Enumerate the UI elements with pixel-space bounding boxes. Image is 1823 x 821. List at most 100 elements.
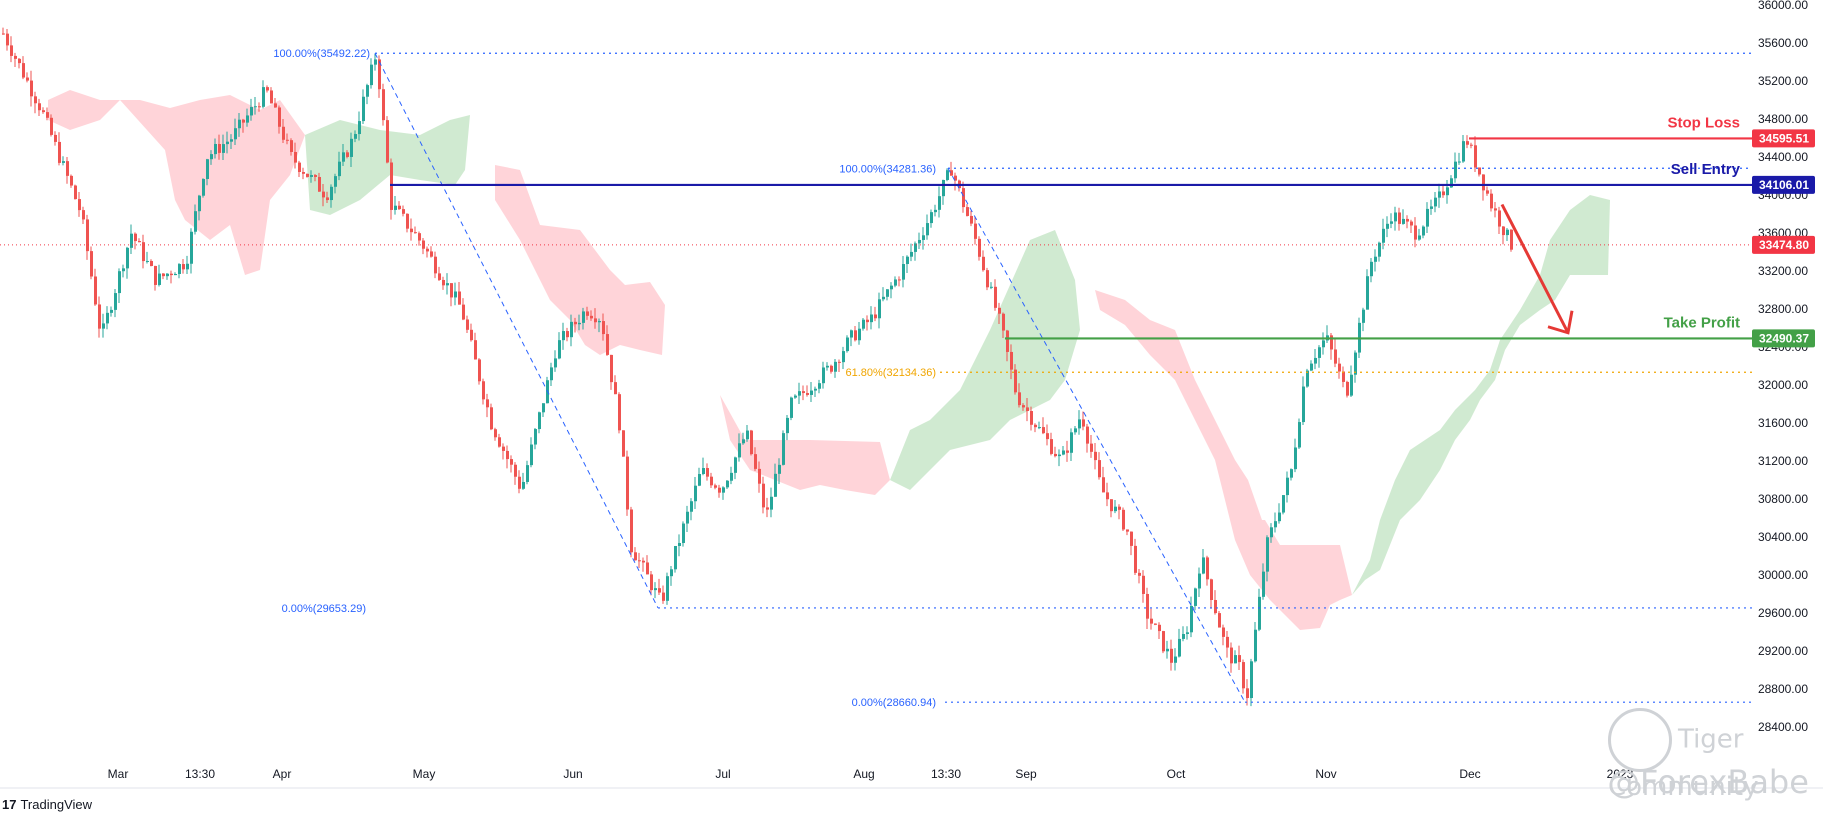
candle-body: [166, 273, 169, 277]
y-tick-label: 30400.00: [1758, 530, 1808, 544]
candle-body: [246, 115, 249, 123]
candle-body: [646, 562, 649, 575]
x-tick-label: Dec: [1459, 767, 1480, 781]
candle-body: [826, 365, 829, 368]
candle-body: [518, 476, 521, 489]
candle-body: [806, 393, 809, 395]
candle-body: [434, 256, 437, 274]
candle-body: [258, 106, 261, 108]
candle-body: [1406, 218, 1409, 222]
candle-body: [290, 140, 293, 152]
candle-body: [658, 588, 661, 593]
candle-body: [54, 134, 57, 142]
y-tick-label: 28800.00: [1758, 682, 1808, 696]
tradingview-mark-icon: 17: [2, 797, 17, 812]
candle-body: [298, 162, 301, 172]
fib-trend-line: [374, 53, 659, 609]
candle-body: [454, 291, 457, 298]
candle-body: [1410, 221, 1413, 226]
candle-body: [274, 103, 277, 108]
candle-body: [146, 260, 149, 262]
candle-body: [498, 437, 501, 447]
candle-body: [342, 152, 345, 162]
candle-body: [378, 59, 381, 90]
candle-body: [58, 141, 61, 163]
candle-body: [1210, 579, 1213, 600]
candle-body: [1122, 509, 1125, 530]
candle-body: [550, 367, 553, 381]
candle-body: [1094, 451, 1097, 461]
community-watermark: Tiger Community: [1608, 708, 1823, 802]
candle-body: [1502, 226, 1505, 236]
candle-body: [978, 238, 981, 257]
candle-body: [538, 412, 541, 430]
candle-body: [142, 242, 145, 262]
candle-body: [914, 243, 917, 252]
candle-body: [674, 545, 677, 570]
candle-body: [618, 394, 621, 431]
candle-body: [182, 264, 185, 270]
tradingview-logo[interactable]: 17 TradingView: [2, 797, 92, 812]
x-tick-label: May: [413, 767, 436, 781]
candle-body: [1050, 439, 1053, 454]
candle-body: [842, 351, 845, 363]
candle-body: [974, 223, 977, 239]
candle-body: [130, 233, 133, 248]
candle-body: [134, 233, 137, 242]
y-tick-label: 32800.00: [1758, 302, 1808, 316]
candle-body: [630, 509, 633, 553]
candle-body: [998, 307, 1001, 314]
fib-level-label: 100.00%(34281.36): [839, 163, 936, 175]
candle-body: [354, 134, 357, 139]
candle-body: [798, 391, 801, 396]
candle-body: [1378, 242, 1381, 257]
candle-body: [1110, 499, 1113, 512]
candle-body: [786, 417, 789, 434]
candle-body: [1074, 428, 1077, 433]
candle-body: [1434, 197, 1437, 207]
candle-body: [1466, 141, 1469, 145]
y-tick-label: 29200.00: [1758, 644, 1808, 658]
candle-body: [1242, 662, 1245, 689]
candle-body: [1222, 627, 1225, 637]
candle-body: [266, 87, 269, 91]
candle-body: [986, 270, 989, 288]
candle-body: [398, 205, 401, 210]
candle-body: [18, 58, 21, 64]
candle-body: [1142, 575, 1145, 594]
candle-body: [802, 391, 805, 394]
candle-body: [1450, 178, 1453, 188]
x-tick-label: Oct: [1167, 767, 1186, 781]
fib-trend-line: [947, 168, 1246, 703]
candle-body: [1382, 228, 1385, 243]
candle-body: [174, 273, 177, 276]
candle-body: [1194, 588, 1197, 606]
candle-body: [458, 291, 461, 305]
candle-body: [1030, 411, 1033, 425]
candle-body: [1198, 573, 1201, 589]
candle-body: [1022, 405, 1025, 408]
candle-body: [202, 179, 205, 196]
candle-body: [1394, 212, 1397, 222]
candle-body: [970, 215, 973, 224]
candle-body: [1350, 374, 1353, 396]
candle-body: [22, 63, 25, 78]
candle-body: [746, 430, 749, 440]
candle-body: [1054, 453, 1057, 457]
candle-body: [510, 459, 513, 465]
candle-body: [178, 264, 181, 274]
candle-body: [214, 143, 217, 155]
candle-body: [818, 383, 821, 389]
candle-body: [1190, 605, 1193, 633]
candle-body: [1002, 313, 1005, 331]
candle-body: [570, 321, 573, 338]
candle-body: [210, 154, 213, 160]
bear-cloud: [1095, 290, 1352, 630]
candle-body: [74, 185, 77, 200]
candle-body: [1090, 443, 1093, 452]
candle-body: [1226, 636, 1229, 648]
candle-body: [1270, 527, 1273, 538]
candle-body: [1418, 235, 1421, 240]
candle-body: [106, 312, 109, 324]
candle-body: [262, 87, 265, 107]
